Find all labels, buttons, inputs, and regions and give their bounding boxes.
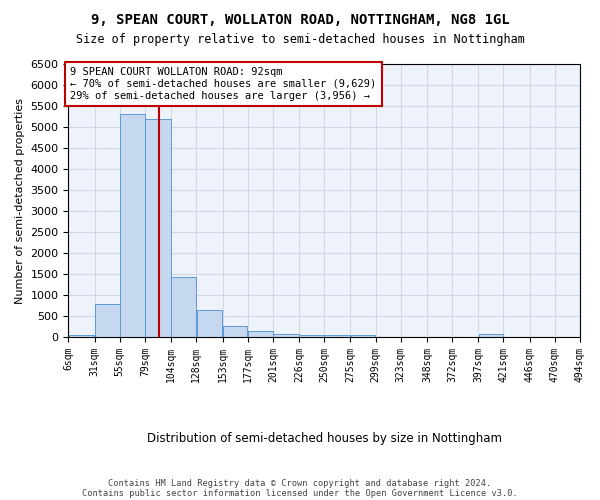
Bar: [223, 326, 247, 337]
Bar: [120, 114, 145, 337]
Bar: [325, 334, 350, 337]
Bar: [172, 278, 196, 337]
Bar: [273, 334, 299, 337]
Text: Size of property relative to semi-detached houses in Nottingham: Size of property relative to semi-detach…: [76, 32, 524, 46]
Text: 9 SPEAN COURT WOLLATON ROAD: 92sqm
← 70% of semi-detached houses are smaller (9,: 9 SPEAN COURT WOLLATON ROAD: 92sqm ← 70%…: [70, 68, 377, 100]
Bar: [248, 332, 272, 337]
Text: Contains public sector information licensed under the Open Government Licence v3: Contains public sector information licen…: [82, 488, 518, 498]
Bar: [299, 334, 324, 337]
Text: Contains HM Land Registry data © Crown copyright and database right 2024.: Contains HM Land Registry data © Crown c…: [109, 478, 491, 488]
Bar: [479, 334, 503, 337]
Bar: [68, 335, 94, 337]
Bar: [95, 304, 119, 337]
Bar: [197, 310, 222, 337]
X-axis label: Distribution of semi-detached houses by size in Nottingham: Distribution of semi-detached houses by …: [147, 432, 502, 445]
Bar: [145, 118, 171, 337]
Text: 9, SPEAN COURT, WOLLATON ROAD, NOTTINGHAM, NG8 1GL: 9, SPEAN COURT, WOLLATON ROAD, NOTTINGHA…: [91, 12, 509, 26]
Y-axis label: Number of semi-detached properties: Number of semi-detached properties: [15, 98, 25, 304]
Bar: [350, 334, 376, 337]
